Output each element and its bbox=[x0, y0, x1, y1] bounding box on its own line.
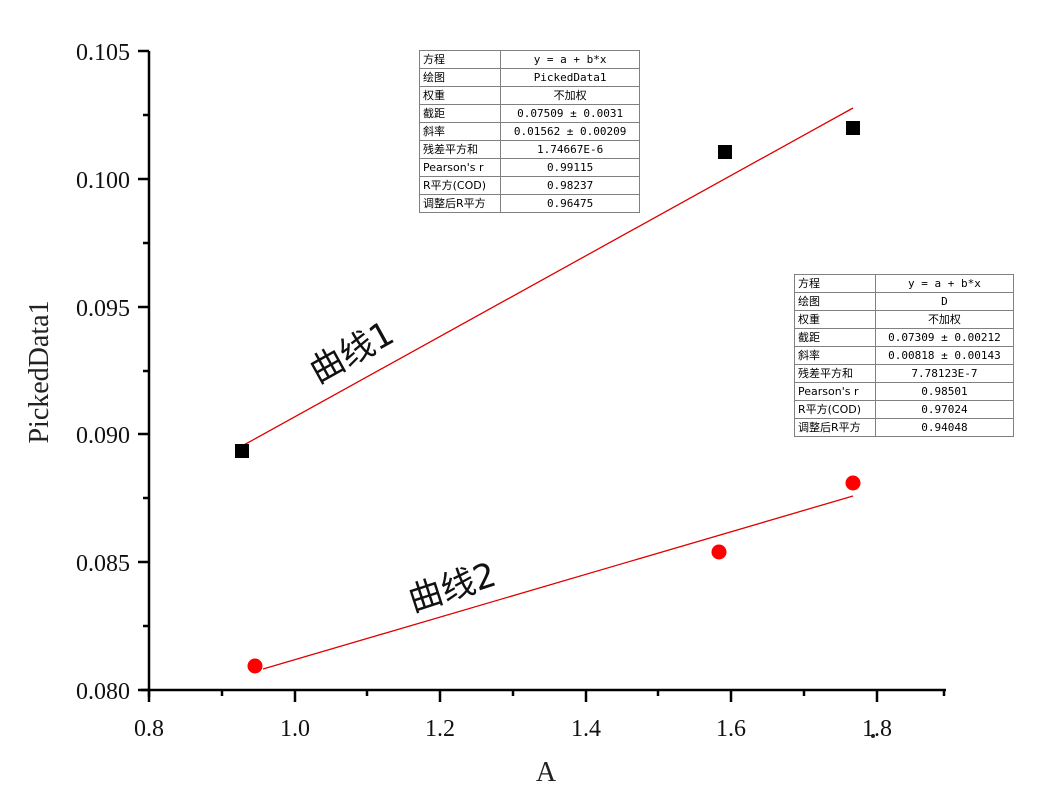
stats-value: 0.96475 bbox=[500, 194, 640, 213]
stats-value: 0.00818 ± 0.00143 bbox=[874, 346, 1015, 365]
data-point-circle bbox=[247, 658, 263, 674]
x-tick-label: 1.8 bbox=[862, 716, 892, 742]
stats-row: Pearson's r 0.98501 bbox=[794, 382, 1015, 401]
stats-key: 残差平方和 bbox=[418, 140, 502, 159]
stats-value: y = a + b*x bbox=[874, 274, 1015, 293]
y-tick-label: 0.095 bbox=[76, 296, 130, 322]
stats-key: 斜率 bbox=[418, 122, 502, 141]
y-axis-ticks bbox=[138, 49, 149, 692]
y-tick-label: 0.090 bbox=[76, 423, 130, 449]
fit-stats-table-2: 方程 y = a + b*x 绘图 D 权重 不加权 截距 0.07309 ± 0.00… bbox=[794, 274, 1015, 437]
stats-row: 权重 不加权 bbox=[794, 310, 1015, 329]
stats-row: 斜率 0.00818 ± 0.00143 bbox=[794, 346, 1015, 365]
stats-value: 1.74667E-6 bbox=[500, 140, 640, 159]
stats-key: Pearson's r bbox=[794, 382, 876, 401]
x-tick-label: 0.8 bbox=[134, 716, 164, 742]
fit-line-2 bbox=[262, 495, 854, 670]
stats-key: R平方(COD) bbox=[418, 176, 502, 195]
y-tick-label: 0.085 bbox=[76, 551, 130, 577]
stats-key: 残差平方和 bbox=[794, 364, 876, 383]
stats-key: 方程 bbox=[418, 50, 502, 69]
stats-value: D bbox=[874, 292, 1015, 311]
stats-key: 绘图 bbox=[794, 292, 876, 311]
stats-key: R平方(COD) bbox=[794, 400, 876, 419]
y-tick-label: 0.100 bbox=[76, 168, 130, 194]
stats-value: 0.07509 ± 0.0031 bbox=[500, 104, 640, 123]
stats-value: 0.98501 bbox=[874, 382, 1015, 401]
x-axis-title: A bbox=[536, 757, 557, 788]
stats-key: 方程 bbox=[794, 274, 876, 293]
y-tick-label: 0.105 bbox=[76, 40, 130, 66]
curve1-annotation: 曲线1 bbox=[303, 313, 401, 391]
stats-row: Pearson's r 0.99115 bbox=[418, 158, 640, 177]
y-axis-title: PickedData1 bbox=[24, 300, 55, 443]
stray-dot bbox=[871, 734, 875, 738]
stats-value: 不加权 bbox=[874, 310, 1015, 329]
data-point-square bbox=[718, 145, 732, 159]
stats-key: 截距 bbox=[794, 328, 876, 347]
data-point-circle bbox=[711, 544, 727, 560]
stats-row: R平方(COD) 0.97024 bbox=[794, 400, 1015, 419]
stats-value: 0.07309 ± 0.00212 bbox=[874, 328, 1015, 347]
x-tick-label: 1.4 bbox=[571, 716, 601, 742]
stats-key: Pearson's r bbox=[418, 158, 502, 177]
stats-key: 调整后R平方 bbox=[794, 418, 876, 437]
stats-row: 残差平方和 7.78123E-7 bbox=[794, 364, 1015, 383]
stats-value: 0.01562 ± 0.00209 bbox=[500, 122, 640, 141]
stats-row: 截距 0.07509 ± 0.0031 bbox=[418, 104, 640, 123]
stats-row: 调整后R平方 0.94048 bbox=[794, 418, 1015, 437]
x-tick-label: 1.2 bbox=[425, 716, 455, 742]
stats-value: PickedData1 bbox=[500, 68, 640, 87]
stats-row: 绘图 PickedData1 bbox=[418, 68, 640, 87]
stats-key: 调整后R平方 bbox=[418, 194, 502, 213]
y-tick-labels: 0.105 0.100 0.095 0.090 0.085 0.080 bbox=[76, 40, 130, 705]
stats-row: R平方(COD) 0.98237 bbox=[418, 176, 640, 195]
stats-value: 不加权 bbox=[500, 86, 640, 105]
y-tick-label: 0.080 bbox=[76, 679, 130, 705]
stats-row: 调整后R平方 0.96475 bbox=[418, 194, 640, 213]
stats-row: 方程 y = a + b*x bbox=[418, 50, 640, 69]
stats-key: 权重 bbox=[418, 86, 502, 105]
stats-row: 残差平方和 1.74667E-6 bbox=[418, 140, 640, 159]
x-tick-labels: 0.8 1.0 1.2 1.4 1.6 1.8 bbox=[134, 716, 892, 742]
stats-value: y = a + b*x bbox=[500, 50, 640, 69]
x-tick-label: 1.0 bbox=[280, 716, 310, 742]
curve2-annotation: 曲线2 bbox=[403, 555, 501, 621]
data-point-square bbox=[846, 121, 860, 135]
stats-row: 截距 0.07309 ± 0.00212 bbox=[794, 328, 1015, 347]
stats-key: 权重 bbox=[794, 310, 876, 329]
stats-value: 0.98237 bbox=[500, 176, 640, 195]
stats-row: 绘图 D bbox=[794, 292, 1015, 311]
stats-value: 0.99115 bbox=[500, 158, 640, 177]
data-point-square bbox=[235, 444, 249, 458]
x-tick-label: 1.6 bbox=[716, 716, 746, 742]
fit-line-1 bbox=[241, 107, 854, 447]
stats-row: 方程 y = a + b*x bbox=[794, 274, 1015, 293]
stats-value: 0.94048 bbox=[874, 418, 1015, 437]
stats-key: 斜率 bbox=[794, 346, 876, 365]
stats-row: 权重 不加权 bbox=[418, 86, 640, 105]
x-axis-ticks bbox=[147, 690, 946, 702]
series-pickeddata1 bbox=[235, 121, 860, 458]
stats-value: 0.97024 bbox=[874, 400, 1015, 419]
stats-value: 7.78123E-7 bbox=[874, 364, 1015, 383]
stats-key: 截距 bbox=[418, 104, 502, 123]
fit-stats-table-1: 方程 y = a + b*x 绘图 PickedData1 权重 不加权 截距 0.07… bbox=[418, 50, 640, 213]
stats-key: 绘图 bbox=[418, 68, 502, 87]
stats-row: 斜率 0.01562 ± 0.00209 bbox=[418, 122, 640, 141]
series-d bbox=[247, 475, 861, 674]
data-point-circle bbox=[845, 475, 861, 491]
